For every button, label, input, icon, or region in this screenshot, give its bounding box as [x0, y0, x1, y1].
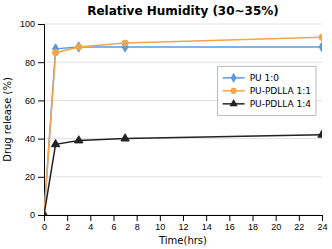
point [51, 140, 59, 147]
x-tick-label: 0 [42, 222, 47, 232]
grid [44, 24, 322, 215]
point [319, 42, 322, 52]
y-tick-label: 100 [20, 19, 35, 29]
point [76, 42, 82, 52]
x-tick-mark [253, 215, 254, 221]
x-tick-label: 16 [225, 222, 235, 232]
y-axis-line [38, 25, 45, 216]
y-tick: 60 [25, 96, 44, 106]
title: Relative Humidity (30~35%) [87, 4, 279, 18]
x-tick-mark [137, 215, 138, 221]
point [122, 40, 128, 46]
point [76, 44, 82, 50]
marks [44, 34, 322, 215]
y-tick-label: 80 [25, 58, 35, 68]
x-tick-mark [229, 215, 230, 221]
y-tick-mark [38, 177, 44, 178]
y-tick: 80 [25, 58, 44, 68]
chart: 024681012141618202224020406080100PU 1:0P… [0, 0, 332, 249]
legend-entry: PU-PDLLA 1:4 [223, 99, 312, 109]
series-line [44, 37, 322, 215]
grid-line [44, 176, 322, 177]
plot: 024681012141618202224020406080100PU 1:0P… [20, 19, 328, 232]
x-axis: 024681012141618202224 [42, 215, 328, 232]
x-tick: 18 [248, 215, 258, 232]
series-line [44, 135, 322, 215]
x-tick-mark [160, 215, 161, 221]
x-tick: 14 [202, 215, 212, 232]
x-tick-label: 20 [271, 222, 281, 232]
y-tick-label: 0 [30, 210, 35, 220]
x-tick-label: 18 [248, 222, 258, 232]
x-tick-label: 2 [65, 222, 70, 232]
x-tick-label: 8 [135, 222, 140, 232]
x-axis-line [45, 216, 323, 222]
legend-entry: PU-PDLLA 1:1 [223, 86, 311, 96]
x-tick: 0 [42, 215, 47, 232]
x-tick: 4 [88, 215, 93, 232]
point [52, 50, 58, 56]
x-tick: 8 [135, 215, 140, 232]
x-tick-mark [90, 215, 91, 221]
point [121, 134, 129, 141]
y-tick-label: 20 [25, 172, 35, 182]
y-tick-mark [38, 100, 44, 101]
x-axis-title: Time(hrs) [158, 235, 207, 246]
y-tick-mark [38, 215, 44, 216]
legend-marker [231, 88, 237, 94]
x-tick-mark [299, 215, 300, 221]
y-tick-label: 40 [25, 134, 35, 144]
x-tick: 6 [111, 215, 116, 232]
grid-line [44, 24, 322, 25]
legend-label: PU-PDLLA 1:1 [250, 86, 311, 96]
y-tick-label: 60 [25, 96, 35, 106]
x-tick-mark [183, 215, 184, 221]
y-tick: 20 [25, 172, 44, 182]
x-tick-label: 6 [111, 222, 116, 232]
x-tick-label: 24 [317, 222, 327, 232]
x-tick-label: 22 [294, 222, 304, 232]
grid-line [44, 62, 322, 63]
legend-label: PU 1:0 [250, 73, 280, 83]
x-tick-label: 12 [178, 222, 188, 232]
y-axis: 0 20 40 60 80 100 [20, 19, 45, 220]
series-line [44, 47, 322, 215]
legend-marker [229, 99, 237, 106]
x-tick: 16 [225, 215, 235, 232]
point [318, 130, 322, 137]
y-tick-mark [38, 139, 44, 140]
point [319, 34, 322, 40]
y-tick: 100 [20, 19, 44, 29]
legend-marker [231, 73, 237, 83]
point [44, 210, 48, 215]
x-tick: 12 [178, 215, 188, 232]
x-tick: 20 [271, 215, 281, 232]
x-tick-mark [114, 215, 115, 221]
legend-label: PU-PDLLA 1:4 [250, 99, 312, 109]
point [75, 136, 83, 143]
y-tick-mark [38, 62, 44, 63]
x-tick-mark [67, 215, 68, 221]
y-tick: 40 [25, 134, 44, 144]
x-tick: 2 [65, 215, 70, 232]
x-tick: 24 [317, 215, 327, 232]
x-tick-mark [276, 215, 277, 221]
x-tick: 22 [294, 215, 304, 232]
x-tick-mark [206, 215, 207, 221]
x-tick: 10 [155, 215, 165, 232]
x-tick-label: 4 [88, 222, 93, 232]
grid-line [44, 138, 322, 139]
y-axis-title: Drug release (%) [2, 77, 13, 162]
x-tick-label: 14 [202, 222, 212, 232]
legend-entry: PU 1:0 [223, 73, 280, 83]
y-tick-mark [38, 24, 44, 25]
y-tick: 0 [30, 210, 44, 220]
legend: PU 1:0 PU-PDLLA 1:1 PU-PDLLA 1:4 [218, 66, 316, 115]
legend-box [218, 66, 316, 115]
x-tick-mark [322, 215, 323, 221]
x-tick-label: 10 [155, 222, 165, 232]
